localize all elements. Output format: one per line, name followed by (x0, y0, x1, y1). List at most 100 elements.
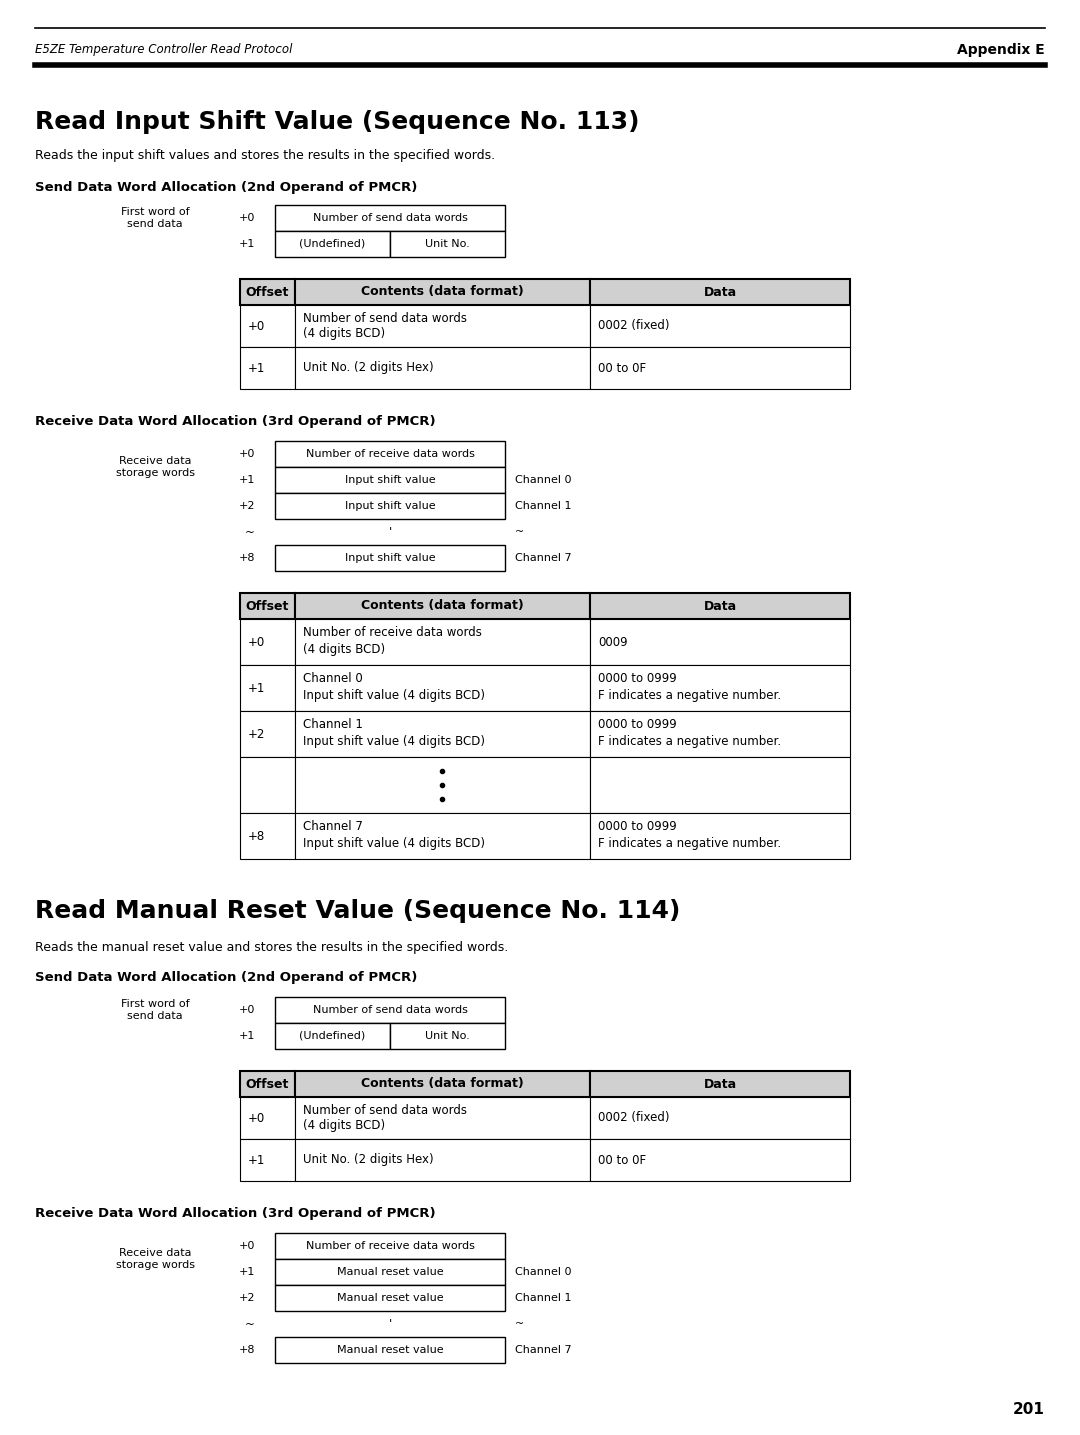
Text: +0: +0 (248, 636, 266, 649)
Bar (275, 1284, 505, 1312)
Bar (590, 664, 850, 710)
Text: +1: +1 (248, 682, 266, 695)
Text: Channel 7: Channel 7 (515, 1345, 571, 1355)
Bar (590, 278, 850, 306)
Text: +2: +2 (248, 728, 266, 740)
Text: Receive Data Word Allocation (3rd Operand of PMCR): Receive Data Word Allocation (3rd Operan… (35, 415, 435, 428)
Text: +2: +2 (239, 1293, 255, 1303)
Text: Data: Data (703, 1078, 737, 1091)
Text: (Undefined): (Undefined) (299, 240, 365, 250)
Text: Reads the input shift values and stores the results in the specified words.: Reads the input shift values and stores … (35, 148, 495, 162)
Text: Input shift value (4 digits BCD): Input shift value (4 digits BCD) (303, 689, 485, 702)
Text: Input shift value (4 digits BCD): Input shift value (4 digits BCD) (303, 735, 485, 748)
Text: +0: +0 (239, 212, 255, 222)
Text: Offset: Offset (245, 600, 288, 613)
Text: Number of receive data words: Number of receive data words (306, 1241, 474, 1251)
Text: Receive data
storage words: Receive data storage words (116, 456, 194, 478)
Text: 0000 to 0999: 0000 to 0999 (598, 673, 677, 686)
Text: +1: +1 (239, 475, 255, 485)
Text: +8: +8 (239, 1345, 255, 1355)
Bar (240, 1071, 295, 1096)
Bar (295, 347, 590, 389)
Text: Input shift value: Input shift value (345, 501, 435, 511)
Text: Unit No. (2 digits Hex): Unit No. (2 digits Hex) (303, 1154, 434, 1167)
Text: Number of send data words: Number of send data words (303, 1104, 467, 1116)
Text: Reads the manual reset value and stores the results in the specified words.: Reads the manual reset value and stores … (35, 940, 509, 953)
Bar (275, 231, 390, 257)
Text: Data: Data (703, 286, 737, 298)
Text: Data: Data (703, 600, 737, 613)
Bar (295, 618, 590, 664)
Text: ': ' (389, 525, 392, 538)
Bar (275, 1258, 505, 1284)
Text: First word of
send data: First word of send data (121, 999, 189, 1020)
Bar (390, 231, 505, 257)
Bar (590, 306, 850, 347)
Bar (295, 1071, 590, 1096)
Text: ~: ~ (515, 1319, 524, 1329)
Text: 0000 to 0999: 0000 to 0999 (598, 719, 677, 732)
Text: +0: +0 (239, 1004, 255, 1015)
Text: +1: +1 (239, 240, 255, 250)
Bar (590, 347, 850, 389)
Text: +0: +0 (248, 1112, 266, 1125)
Bar (590, 593, 850, 618)
Text: +0: +0 (248, 320, 266, 333)
Bar (275, 205, 505, 231)
Text: Channel 7: Channel 7 (515, 552, 571, 563)
Text: Unit No. (2 digits Hex): Unit No. (2 digits Hex) (303, 362, 434, 375)
Text: Number of send data words: Number of send data words (312, 1004, 468, 1015)
Text: +0: +0 (239, 1241, 255, 1251)
Bar (240, 618, 295, 664)
Bar (240, 758, 295, 814)
Text: +8: +8 (239, 552, 255, 563)
Text: +1: +1 (239, 1267, 255, 1277)
Bar (295, 593, 590, 618)
Bar (240, 814, 295, 860)
Bar (295, 664, 590, 710)
Text: F indicates a negative number.: F indicates a negative number. (598, 689, 781, 702)
Bar (590, 1071, 850, 1096)
Bar (590, 814, 850, 860)
Text: Read Input Shift Value (Sequence No. 113): Read Input Shift Value (Sequence No. 113… (35, 110, 639, 133)
Bar (590, 618, 850, 664)
Text: Unit No.: Unit No. (424, 1030, 470, 1040)
Text: Unit No.: Unit No. (424, 240, 470, 250)
Bar (295, 710, 590, 758)
Bar (295, 278, 590, 306)
Text: Number of send data words: Number of send data words (312, 212, 468, 222)
Text: Receive data
storage words: Receive data storage words (116, 1248, 194, 1270)
Text: Send Data Word Allocation (2nd Operand of PMCR): Send Data Word Allocation (2nd Operand o… (35, 970, 417, 983)
Text: Manual reset value: Manual reset value (337, 1293, 443, 1303)
Text: +8: +8 (248, 829, 266, 842)
Bar (275, 1337, 505, 1363)
Text: Input shift value (4 digits BCD): Input shift value (4 digits BCD) (303, 837, 485, 850)
Text: 0000 to 0999: 0000 to 0999 (598, 821, 677, 834)
Bar (240, 664, 295, 710)
Text: First word of
send data: First word of send data (121, 207, 189, 228)
Bar (240, 710, 295, 758)
Bar (390, 1023, 505, 1049)
Text: Input shift value: Input shift value (345, 552, 435, 563)
Bar (275, 1023, 390, 1049)
Text: +2: +2 (239, 501, 255, 511)
Text: +1: +1 (239, 1030, 255, 1040)
Text: F indicates a negative number.: F indicates a negative number. (598, 735, 781, 748)
Text: Offset: Offset (245, 286, 288, 298)
Text: Number of send data words: Number of send data words (303, 311, 467, 324)
Bar (590, 710, 850, 758)
Text: Read Manual Reset Value (Sequence No. 114): Read Manual Reset Value (Sequence No. 11… (35, 898, 680, 923)
Text: 201: 201 (1013, 1402, 1045, 1418)
Text: Receive Data Word Allocation (3rd Operand of PMCR): Receive Data Word Allocation (3rd Operan… (35, 1207, 435, 1220)
Text: Offset: Offset (245, 1078, 288, 1091)
Bar (590, 1096, 850, 1139)
Text: Channel 0: Channel 0 (515, 475, 571, 485)
Bar (240, 347, 295, 389)
Bar (275, 466, 505, 494)
Bar (240, 1096, 295, 1139)
Bar (590, 758, 850, 814)
Text: Channel 7: Channel 7 (303, 821, 363, 834)
Text: (Undefined): (Undefined) (299, 1030, 365, 1040)
Text: Manual reset value: Manual reset value (337, 1267, 443, 1277)
Bar (240, 593, 295, 618)
